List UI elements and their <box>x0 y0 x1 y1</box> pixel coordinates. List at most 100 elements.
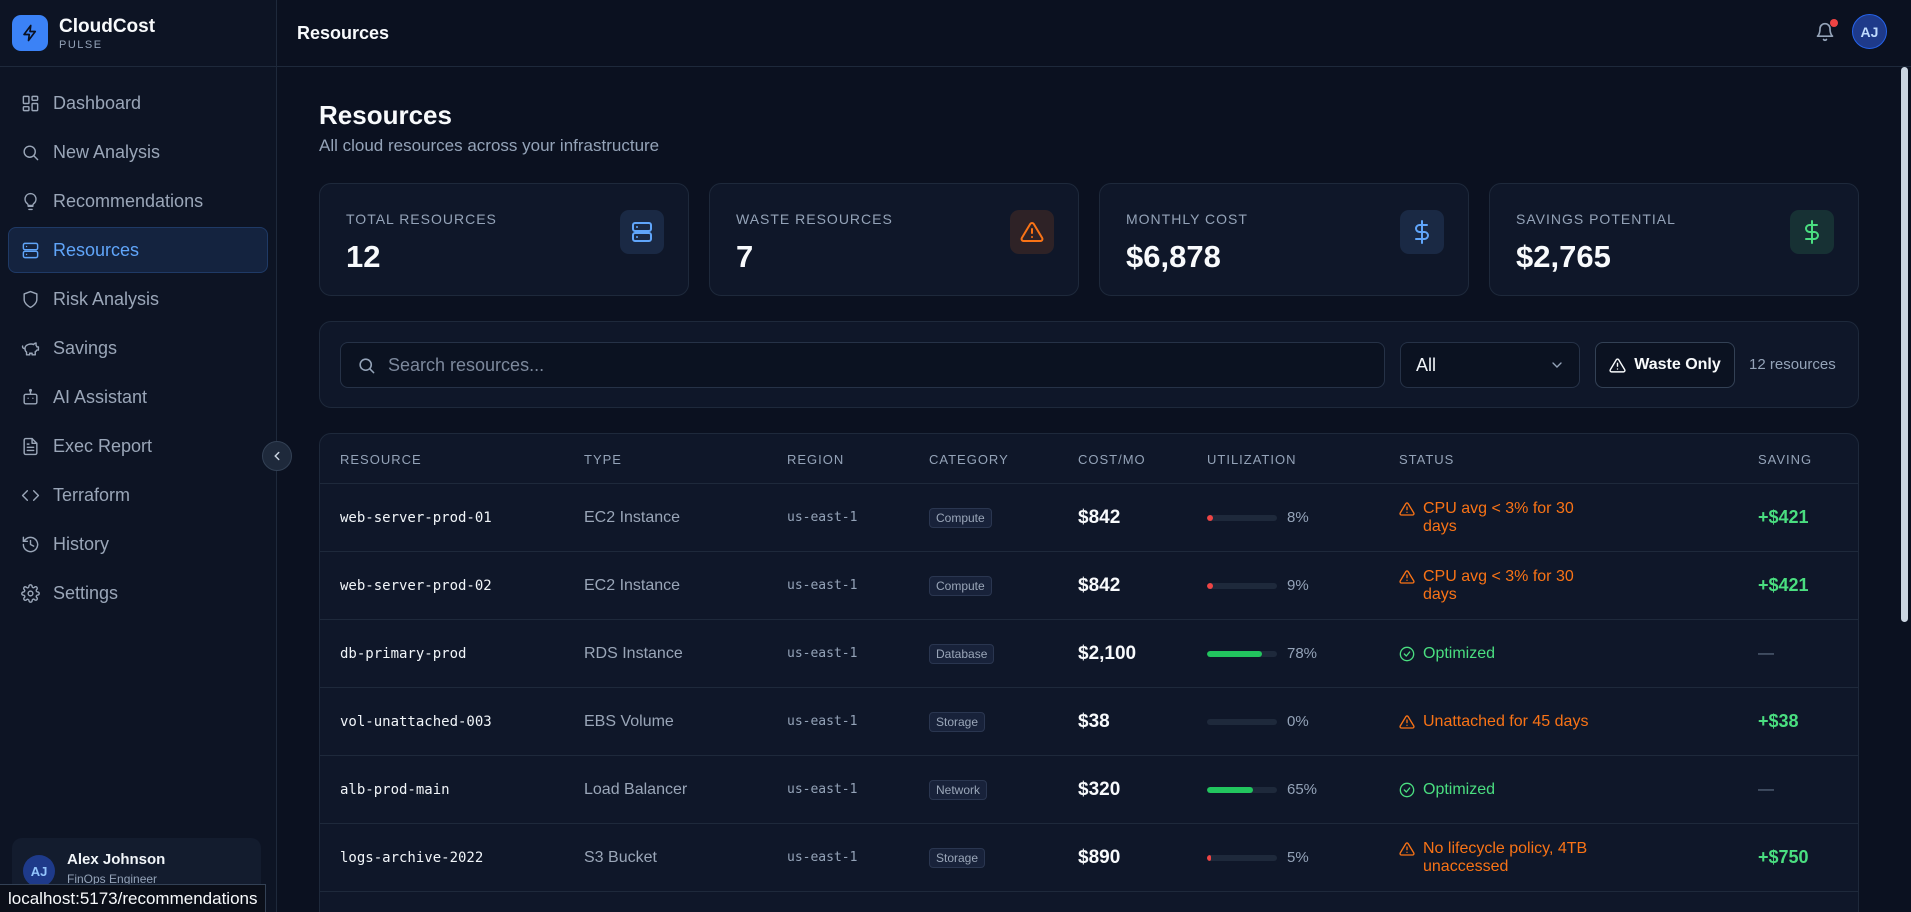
resource-region: us-east-1 <box>787 646 858 661</box>
stat-card-monthly-cost: MONTHLY COST $6,878 <box>1099 183 1469 296</box>
resource-type: EC2 Instance <box>584 508 681 526</box>
chevron-down-icon <box>1552 362 1562 368</box>
status-badge: No lifecycle policy, 4TB unaccessed <box>1399 840 1609 876</box>
resource-name[interactable]: vol-unattached-003 <box>340 713 492 730</box>
category-badge: Storage <box>929 711 986 732</box>
bell-icon[interactable] <box>1815 21 1837 45</box>
scrollbar-thumb[interactable] <box>1901 67 1908 622</box>
stat-icon-box <box>620 210 664 254</box>
search-input[interactable] <box>388 354 1338 376</box>
column-header: COST/MO <box>1078 452 1146 467</box>
utilization-bar <box>1207 786 1277 793</box>
lightbulb-icon <box>24 192 37 210</box>
resource-type: Load Balancer <box>584 780 688 798</box>
utilization-percent: 8% <box>1287 509 1309 526</box>
monthly-cost: $842 <box>1078 506 1121 528</box>
utilization-fill <box>1207 854 1212 861</box>
avatar[interactable]: AJ <box>1852 14 1887 49</box>
utilization-fill <box>1207 786 1253 793</box>
category-select[interactable]: All <box>1400 342 1580 388</box>
stat-label: WASTE RESOURCES <box>736 211 893 227</box>
sidebar-item-label: Terraform <box>53 484 131 505</box>
resource-name[interactable]: web-server-prod-02 <box>340 577 492 594</box>
stat-value: 7 <box>736 239 754 274</box>
column-header: STATUS <box>1399 452 1455 467</box>
warning-icon <box>1399 841 1415 856</box>
sidebar-item-new-analysis[interactable]: New Analysis <box>8 129 268 175</box>
collapse-sidebar-button[interactable] <box>262 441 292 471</box>
category-cell: Database <box>929 620 995 687</box>
resource-name[interactable]: alb-prod-main <box>340 781 450 798</box>
sidebar-item-savings[interactable]: Savings <box>8 325 268 371</box>
search-icon <box>359 357 375 373</box>
monthly-cost: $842 <box>1078 574 1121 596</box>
sidebar-item-recommendations[interactable]: Recommendations <box>8 178 268 224</box>
history-icon <box>22 536 39 552</box>
saving-amount: +$421 <box>1758 575 1809 595</box>
table-row[interactable]: db-primary-prod RDS Instance us-east-1 Data… <box>320 620 1858 688</box>
dashboard-icon <box>22 95 39 111</box>
stat-card-total-resources: TOTAL RESOURCES 12 <box>319 183 689 296</box>
sidebar-item-label: Settings <box>53 582 119 603</box>
shield-icon <box>23 290 38 308</box>
resource-name[interactable]: logs-archive-2022 <box>340 849 484 866</box>
warning-icon <box>1609 357 1626 373</box>
utilization-cell: 78% <box>1207 620 1317 687</box>
sidebar-item-history[interactable]: History <box>8 521 268 567</box>
utilization-cell: 0% <box>1207 688 1309 755</box>
sidebar-item-label: History <box>53 533 110 554</box>
stat-value: 12 <box>346 239 381 274</box>
resource-type: S3 Bucket <box>584 848 657 866</box>
page-subtitle: All cloud resources across your infrastr… <box>319 136 660 155</box>
sidebar-item-label: Dashboard <box>53 92 142 113</box>
status-cell: Optimized <box>1399 756 1609 823</box>
brand-subtitle: PULSE <box>59 38 103 51</box>
dollar-icon <box>1415 220 1429 244</box>
check-circle-icon <box>1399 646 1415 661</box>
stat-icon-box <box>1790 210 1834 254</box>
utilization-percent: 9% <box>1287 577 1309 594</box>
status-cell: No lifecycle policy, 4TB unaccessed <box>1399 824 1609 891</box>
utilization-percent: 65% <box>1287 781 1318 798</box>
sidebar-item-label: AI Assistant <box>53 386 148 407</box>
monthly-cost: $320 <box>1078 778 1121 800</box>
waste-only-label: Waste Only <box>1634 356 1721 373</box>
table-row[interactable]: logs-archive-2022 S3 Bucket us-east-1 Stora… <box>320 824 1858 892</box>
resource-name[interactable]: db-primary-prod <box>340 645 467 662</box>
sidebar-item-terraform[interactable]: Terraform <box>8 472 268 518</box>
category-cell: Compute <box>929 484 992 551</box>
utilization-fill <box>1207 650 1262 657</box>
waste-only-button[interactable]: Waste Only <box>1595 342 1735 388</box>
table-row[interactable]: web-server-prod-02 EC2 Instance us-east-1 C… <box>320 552 1858 620</box>
category-cell: Compute <box>929 552 992 619</box>
table-row[interactable]: web-server-prod-01 EC2 Instance us-east-1 C… <box>320 484 1858 552</box>
search-box[interactable] <box>340 342 1385 388</box>
sidebar-item-dashboard[interactable]: Dashboard <box>8 80 268 126</box>
scrollbar[interactable] <box>1898 67 1911 912</box>
filter-bar: All Waste Only 12 resources <box>319 321 1859 408</box>
stat-icon-box <box>1400 210 1444 254</box>
table-row[interactable]: alb-prod-main Load Balancer us-east-1 Netwo… <box>320 756 1858 824</box>
category-cell: Network <box>929 756 988 823</box>
resource-name[interactable]: web-server-prod-01 <box>340 509 492 526</box>
brand[interactable]: CloudCost PULSE <box>0 0 276 67</box>
sidebar-item-resources[interactable]: Resources <box>8 227 268 273</box>
status-text: CPU avg < 3% for 30 days <box>1423 499 1574 535</box>
column-header: RESOURCE <box>340 452 422 467</box>
column-header: CATEGORY <box>929 452 1009 467</box>
sidebar-item-settings[interactable]: Settings <box>8 570 268 616</box>
sidebar-item-label: Resources <box>53 239 140 260</box>
status-url: localhost:5173/recommendations <box>0 884 267 912</box>
category-badge: Network <box>929 779 988 800</box>
resource-type: EBS Volume <box>584 712 674 730</box>
lightning-logo-icon <box>12 15 48 51</box>
sidebar-item-ai-assistant[interactable]: AI Assistant <box>8 374 268 420</box>
category-badge: Storage <box>929 847 986 868</box>
saving-amount: +$750 <box>1758 847 1809 867</box>
warning-icon <box>1399 569 1415 584</box>
avatar: AJ <box>23 855 55 887</box>
code-icon <box>21 489 40 501</box>
table-row[interactable]: vol-unattached-003 EBS Volume us-east-1 Sto… <box>320 688 1858 756</box>
sidebar-item-risk-analysis[interactable]: Risk Analysis <box>8 276 268 322</box>
sidebar-item-exec-report[interactable]: Exec Report <box>8 423 268 469</box>
